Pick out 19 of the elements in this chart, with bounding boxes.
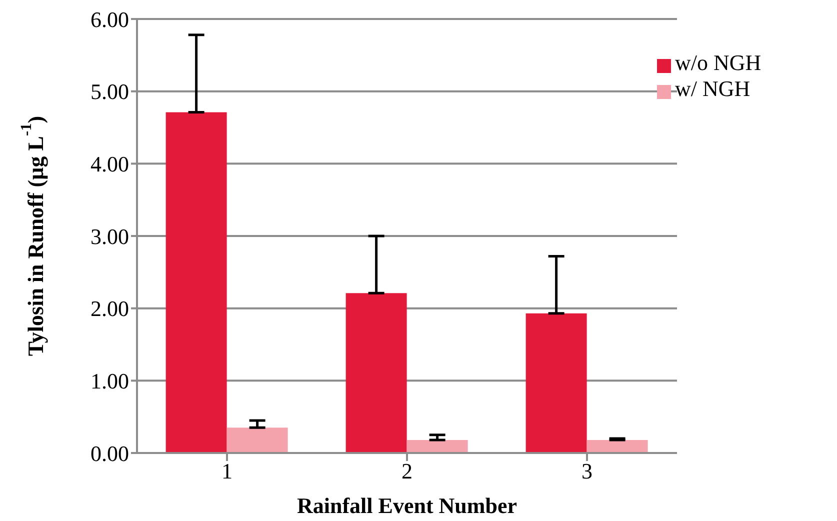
- bar: [526, 313, 587, 453]
- bar: [586, 440, 648, 453]
- y-tick-label: 0.00: [90, 440, 129, 466]
- y-tick-label: 3.00: [90, 224, 129, 249]
- bar: [346, 293, 407, 453]
- y-tick-label: 4.00: [90, 151, 129, 176]
- x-tick-label: 3: [582, 458, 592, 484]
- x-tick-label: 1: [222, 458, 232, 484]
- x-tick-label: 2: [402, 458, 412, 484]
- bar: [406, 440, 468, 453]
- x-axis-title: Rainfall Event Number: [297, 493, 518, 518]
- y-tick-label: 5.00: [90, 79, 129, 104]
- y-tick-label: 2.00: [90, 296, 129, 322]
- legend-label: w/ NGH: [675, 76, 750, 101]
- y-tick-label: 1.00: [90, 368, 129, 394]
- legend-label: w/o NGH: [675, 50, 762, 75]
- bar: [226, 428, 288, 453]
- y-tick-label: 6.00: [90, 6, 129, 32]
- bar: [166, 112, 227, 453]
